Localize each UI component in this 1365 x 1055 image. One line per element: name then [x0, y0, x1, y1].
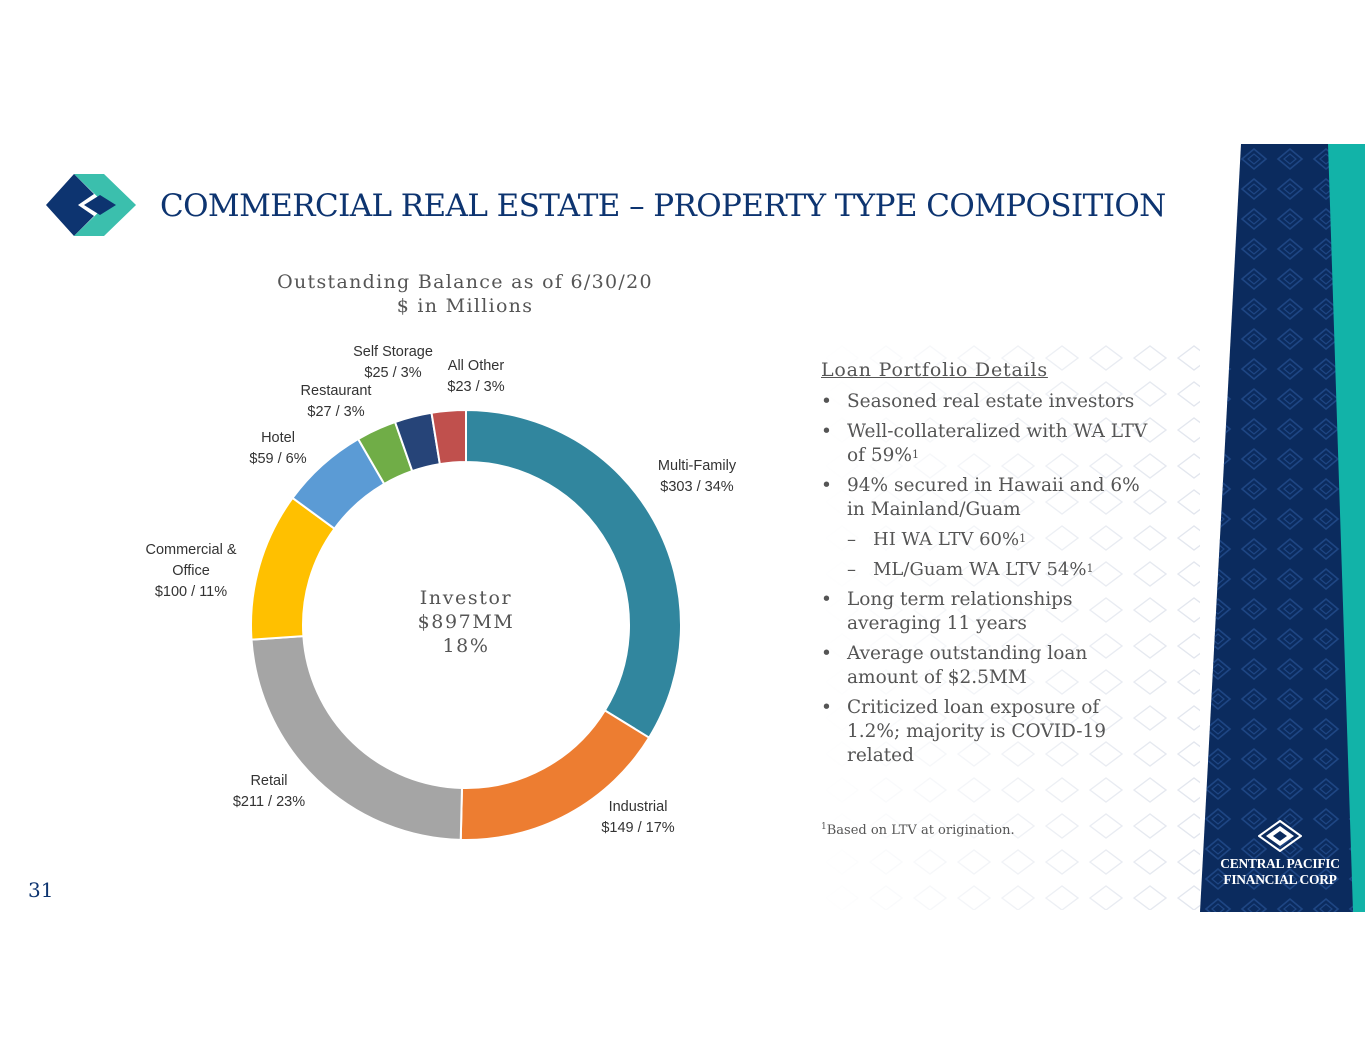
slice-multi-family	[465, 408, 682, 740]
label-industrial: Industrial $149 / 17%	[601, 797, 674, 839]
brand-logo: CENTRAL PACIFIC FINANCIAL CORP	[1218, 820, 1342, 888]
page-number: 31	[28, 878, 54, 902]
label-self-storage-value: $25 / 3%	[364, 365, 422, 381]
label-multi-family: Multi-Family $303 / 34%	[658, 456, 736, 498]
label-hotel: Hotel $59 / 6%	[249, 428, 306, 470]
label-restaurant-name: Restaurant	[300, 383, 372, 399]
label-industrial-name: Industrial	[608, 799, 668, 815]
label-restaurant: Restaurant $27 / 3%	[301, 381, 372, 423]
detail-bullet-5-text: Average outstanding loan amount of $2.5M…	[847, 643, 1088, 688]
footnote-mark: 1	[1019, 532, 1027, 545]
brand-name-line2: FINANCIAL CORP	[1223, 872, 1337, 887]
detail-sub-1-text: HI WA LTV 60%	[873, 529, 1020, 550]
label-self-storage-name: Self Storage	[353, 344, 433, 360]
detail-bullet-3: • 94% secured in Hawaii and 6% in Mainla…	[821, 474, 1151, 522]
footnote-text: Based on LTV at origination.	[826, 823, 1015, 838]
label-industrial-value: $149 / 17%	[601, 820, 675, 836]
label-all-other-value: $23 / 3%	[447, 379, 505, 395]
label-all-other-name: All Other	[447, 358, 505, 374]
detail-bullet-4-text: Long term relationships averaging 11 yea…	[847, 589, 1073, 634]
label-commercial-office-value: $100 / 11%	[154, 584, 228, 600]
chart-subtitle-line1: Outstanding Balance as of 6/30/20	[277, 271, 653, 293]
background-pattern	[820, 340, 1200, 910]
detail-bullet-2-text: Well-collateralized with WA LTV of 59%	[847, 421, 1148, 466]
slice-all-other	[430, 408, 467, 466]
detail-bullet-3-text: 94% secured in Hawaii and 6% in Mainland…	[847, 475, 1140, 520]
label-commercial-office-name1: Commercial &	[145, 542, 237, 558]
detail-sub-1: – HI WA LTV 60%1	[821, 528, 1151, 552]
company-logo-icon	[46, 174, 136, 236]
chart-subtitle-line2: $ in Millions	[396, 295, 534, 317]
chart-subtitle: Outstanding Balance as of 6/30/20 $ in M…	[215, 270, 715, 318]
dash-glyph: –	[847, 529, 856, 550]
bullet-glyph: •	[821, 475, 832, 496]
label-retail: Retail $211 / 23%	[233, 771, 305, 813]
label-retail-value: $211 / 23%	[232, 794, 306, 810]
detail-bullet-1-text: Seasoned real estate investors	[847, 391, 1135, 412]
dash-glyph: –	[847, 559, 856, 580]
label-retail-name: Retail	[250, 773, 288, 789]
center-line1: Investor	[419, 587, 513, 609]
detail-bullet-6: • Criticized loan exposure of 1.2%; majo…	[821, 696, 1151, 768]
decorative-band	[1200, 144, 1365, 912]
detail-sub-2-text: ML/Guam WA LTV 54%	[873, 559, 1087, 580]
center-line3: 18%	[442, 635, 490, 657]
detail-bullet-2: • Well-collateralized with WA LTV of 59%…	[821, 420, 1151, 468]
label-restaurant-value: $27 / 3%	[307, 404, 365, 420]
brand-name-line1: CENTRAL PACIFIC	[1220, 856, 1340, 871]
label-hotel-name: Hotel	[261, 430, 295, 446]
footnote: 1Based on LTV at origination.	[821, 822, 1015, 838]
label-multi-family-value: $303 / 34%	[660, 479, 734, 495]
detail-bullet-4: • Long term relationships averaging 11 y…	[821, 588, 1151, 636]
bullet-glyph: •	[821, 421, 832, 442]
center-line2: $897MM	[417, 611, 515, 633]
label-self-storage: Self Storage $25 / 3%	[353, 342, 433, 384]
label-multi-family-name: Multi-Family	[657, 458, 737, 474]
label-all-other: All Other $23 / 3%	[447, 356, 504, 398]
detail-bullet-6-text: Criticized loan exposure of 1.2%; majori…	[847, 697, 1107, 766]
bullet-glyph: •	[821, 643, 832, 664]
detail-sub-2: – ML/Guam WA LTV 54%1	[821, 558, 1151, 582]
bullet-glyph: •	[821, 697, 832, 718]
donut-center-label: Investor $897MM 18%	[366, 586, 566, 658]
footnote-number: 1	[821, 822, 827, 832]
label-commercial-office-name2: Office	[172, 563, 210, 579]
label-hotel-value: $59 / 6%	[249, 451, 307, 467]
label-commercial-office: Commercial & Office $100 / 11%	[145, 540, 236, 603]
bullet-glyph: •	[821, 589, 832, 610]
page-title: COMMERCIAL REAL ESTATE – PROPERTY TYPE C…	[160, 188, 1166, 224]
brand-mark-icon	[1258, 820, 1302, 852]
footnote-mark: 1	[1086, 562, 1094, 575]
detail-bullet-1: • Seasoned real estate investors	[821, 390, 1151, 414]
footnote-mark: 1	[912, 448, 919, 461]
loan-portfolio-details: Loan Portfolio Details • Seasoned real e…	[821, 358, 1151, 774]
bullet-glyph: •	[821, 391, 832, 412]
detail-bullet-5: • Average outstanding loan amount of $2.…	[821, 642, 1151, 690]
details-title: Loan Portfolio Details	[821, 359, 1048, 381]
